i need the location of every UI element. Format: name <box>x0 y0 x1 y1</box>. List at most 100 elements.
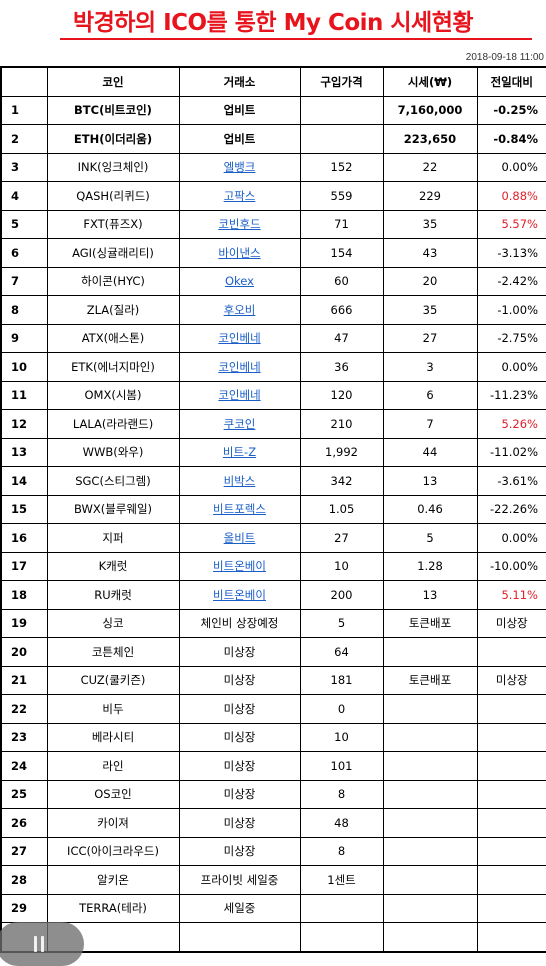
exchange-link[interactable]: 비트포렉스 <box>213 502 266 517</box>
market-price: 0.46 <box>382 494 478 524</box>
exchange-name[interactable]: 비박스 <box>178 466 301 496</box>
purchase-price: 666 <box>299 295 384 325</box>
exchange-name[interactable]: 쿠코인 <box>178 409 301 439</box>
exchange-name[interactable]: 엘뱅크 <box>178 152 301 182</box>
row-number: 15 <box>0 494 48 524</box>
title-underline <box>60 38 532 40</box>
table-row: 3 INK(잉크체인) 엘뱅크 152 22 0.00% <box>0 152 546 182</box>
exchange-name[interactable]: 비트-Z <box>178 437 301 467</box>
table-row: 27 ICC(아이크라우드) 미상장 8 <box>0 836 546 866</box>
market-price: 27 <box>382 323 478 353</box>
table-row: 18 RU캐럿 비트온베이 200 13 5.11% <box>0 580 546 610</box>
daily-change: -10.00% <box>476 551 546 581</box>
purchase-price: 48 <box>299 808 384 838</box>
exchange-link[interactable]: 비박스 <box>223 473 256 488</box>
market-price: 6 <box>382 380 478 410</box>
purchase-price <box>299 893 384 923</box>
exchange-name[interactable]: 코인베네 <box>178 352 301 382</box>
purchase-price: 0 <box>299 694 384 724</box>
market-price <box>382 808 478 838</box>
exchange-name[interactable]: 후오비 <box>178 295 301 325</box>
purchase-price: 27 <box>299 523 384 553</box>
page-title: 박경하의 ICO를 통한 My Coin 시세현황 <box>72 10 474 36</box>
exchange-link[interactable]: 코인베네 <box>218 331 261 346</box>
daily-change: 0.00% <box>476 523 546 553</box>
market-price <box>382 722 478 752</box>
exchange-link[interactable]: 후오비 <box>223 302 256 317</box>
daily-change <box>476 808 546 838</box>
row-number: 23 <box>0 722 48 752</box>
daily-change <box>476 922 546 952</box>
header-coin: 코인 <box>46 66 180 97</box>
purchase-price: 154 <box>299 238 384 268</box>
exchange-name[interactable]: 바이낸스 <box>178 238 301 268</box>
market-price: 5 <box>382 523 478 553</box>
coin-name: ZLA(질라) <box>46 295 180 325</box>
table-row: 4 QASH(리퀴드) 고팍스 559 229 0.88% <box>0 181 546 211</box>
table-row: 19 싱코 체인비 상장예정 5 토큰배포 미상장 <box>0 608 546 638</box>
exchange-name: 미상장 <box>178 751 301 781</box>
exchange-name: 프라이빗 세일중 <box>178 865 301 895</box>
exchange-link[interactable]: 비트-Z <box>222 445 257 460</box>
market-price: 20 <box>382 266 478 296</box>
purchase-price: 5 <box>299 608 384 638</box>
purchase-price: 1센트 <box>299 865 384 895</box>
exchange-name[interactable]: 비트온베이 <box>178 551 301 581</box>
row-number: 10 <box>0 352 48 382</box>
market-price: 7 <box>382 409 478 439</box>
table-row: 22 비두 미상장 0 <box>0 694 546 724</box>
exchange-name[interactable]: 비트온베이 <box>178 580 301 610</box>
exchange-name: 업비트 <box>178 95 301 125</box>
exchange-name[interactable]: 올비트 <box>178 523 301 553</box>
purchase-price: 36 <box>299 352 384 382</box>
exchange-link[interactable]: 코빈후드 <box>218 217 261 232</box>
exchange-link[interactable]: 비트온베이 <box>213 559 266 574</box>
exchange-name: 미상장 <box>178 779 301 809</box>
market-price <box>382 779 478 809</box>
exchange-name[interactable]: 고팍스 <box>178 181 301 211</box>
daily-change: -11.23% <box>476 380 546 410</box>
daily-change: 0.00% <box>476 352 546 382</box>
exchange-name[interactable]: 비트포렉스 <box>178 494 301 524</box>
row-number: 17 <box>0 551 48 581</box>
row-number: 27 <box>0 836 48 866</box>
purchase-price: 10 <box>299 722 384 752</box>
daily-change: -3.13% <box>476 238 546 268</box>
exchange-link[interactable]: 쿠코인 <box>223 416 256 431</box>
daily-change <box>476 865 546 895</box>
coin-name: 싱코 <box>46 608 180 638</box>
exchange-name[interactable]: 코인베네 <box>178 380 301 410</box>
exchange-link[interactable]: 엘뱅크 <box>223 160 256 175</box>
coin-name: INK(잉크체인) <box>46 152 180 182</box>
table-header-row: 코인 거래소 구입가격 시세(₩) 전일대비 <box>0 66 546 97</box>
market-price: 44 <box>382 437 478 467</box>
market-price <box>382 893 478 923</box>
purchase-price: 60 <box>299 266 384 296</box>
exchange-name: 미상장 <box>178 665 301 695</box>
exchange-link[interactable]: 올비트 <box>223 530 256 545</box>
exchange-name[interactable]: 코인베네 <box>178 323 301 353</box>
coin-name: 지퍼 <box>46 523 180 553</box>
daily-change: 5.11% <box>476 580 546 610</box>
row-number: 5 <box>0 209 48 239</box>
exchange-link[interactable]: 코인베네 <box>218 388 261 403</box>
table-row: 14 SGC(스티그렘) 비박스 342 13 -3.61% <box>0 466 546 496</box>
table-row: 5 FXT(퓨즈X) 코빈후드 71 35 5.57% <box>0 209 546 239</box>
exchange-link[interactable]: 바이낸스 <box>218 245 261 260</box>
exchange-link[interactable]: 코인베네 <box>218 359 261 374</box>
exchange-link[interactable]: 비트온베이 <box>213 587 266 602</box>
purchase-price <box>299 124 384 154</box>
exchange-name[interactable]: Okex <box>178 266 301 296</box>
row-number: 9 <box>0 323 48 353</box>
market-price: 35 <box>382 295 478 325</box>
purchase-price: 71 <box>299 209 384 239</box>
exchange-link[interactable]: Okex <box>225 274 254 289</box>
exchange-name[interactable]: 코빈후드 <box>178 209 301 239</box>
table-row: 6 AGI(싱귤래리티) 바이낸스 154 43 -3.13% <box>0 238 546 268</box>
coin-name: 알키온 <box>46 865 180 895</box>
row-number: 29 <box>0 893 48 923</box>
exchange-link[interactable]: 고팍스 <box>223 188 256 203</box>
scroll-handle[interactable] <box>0 922 84 966</box>
header-daily-change: 전일대비 <box>476 66 546 97</box>
table-row: 25 OS코인 미상장 8 <box>0 779 546 809</box>
